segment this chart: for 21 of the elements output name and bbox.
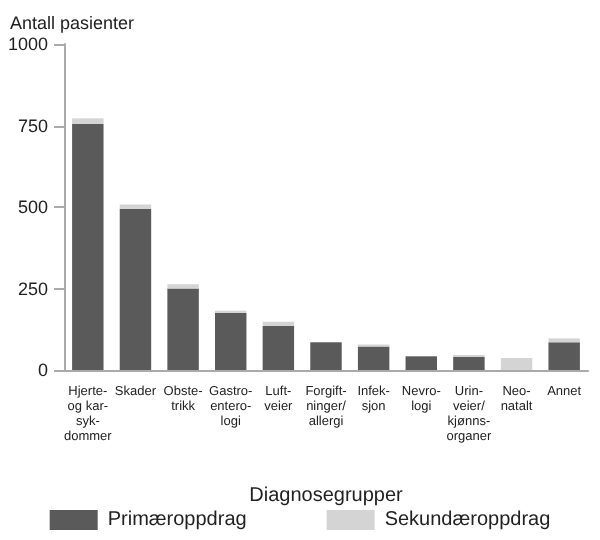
bar (72, 118, 104, 124)
bar (548, 342, 580, 370)
y-tick-label: 1000 (7, 34, 48, 54)
y-axis-title: Antall pasienter (10, 13, 135, 33)
bar (310, 342, 342, 370)
bar (357, 346, 390, 370)
bar (500, 357, 533, 370)
bar (167, 288, 199, 370)
bar (119, 208, 152, 370)
bar (215, 312, 247, 370)
y-tick-label: 0 (37, 360, 48, 380)
bar (72, 123, 104, 370)
y-tick-label: 500 (17, 197, 48, 217)
bar (405, 356, 437, 370)
x-axis-title: Diagnosegrupper (249, 485, 405, 507)
y-tick-label: 750 (17, 115, 48, 136)
bar (453, 356, 485, 370)
legend-label: Primæroppdrag (107, 509, 247, 531)
bar (262, 325, 295, 370)
y-tick-label: 250 (17, 278, 48, 299)
legend-label: Sekundæroppdrag (384, 509, 551, 531)
